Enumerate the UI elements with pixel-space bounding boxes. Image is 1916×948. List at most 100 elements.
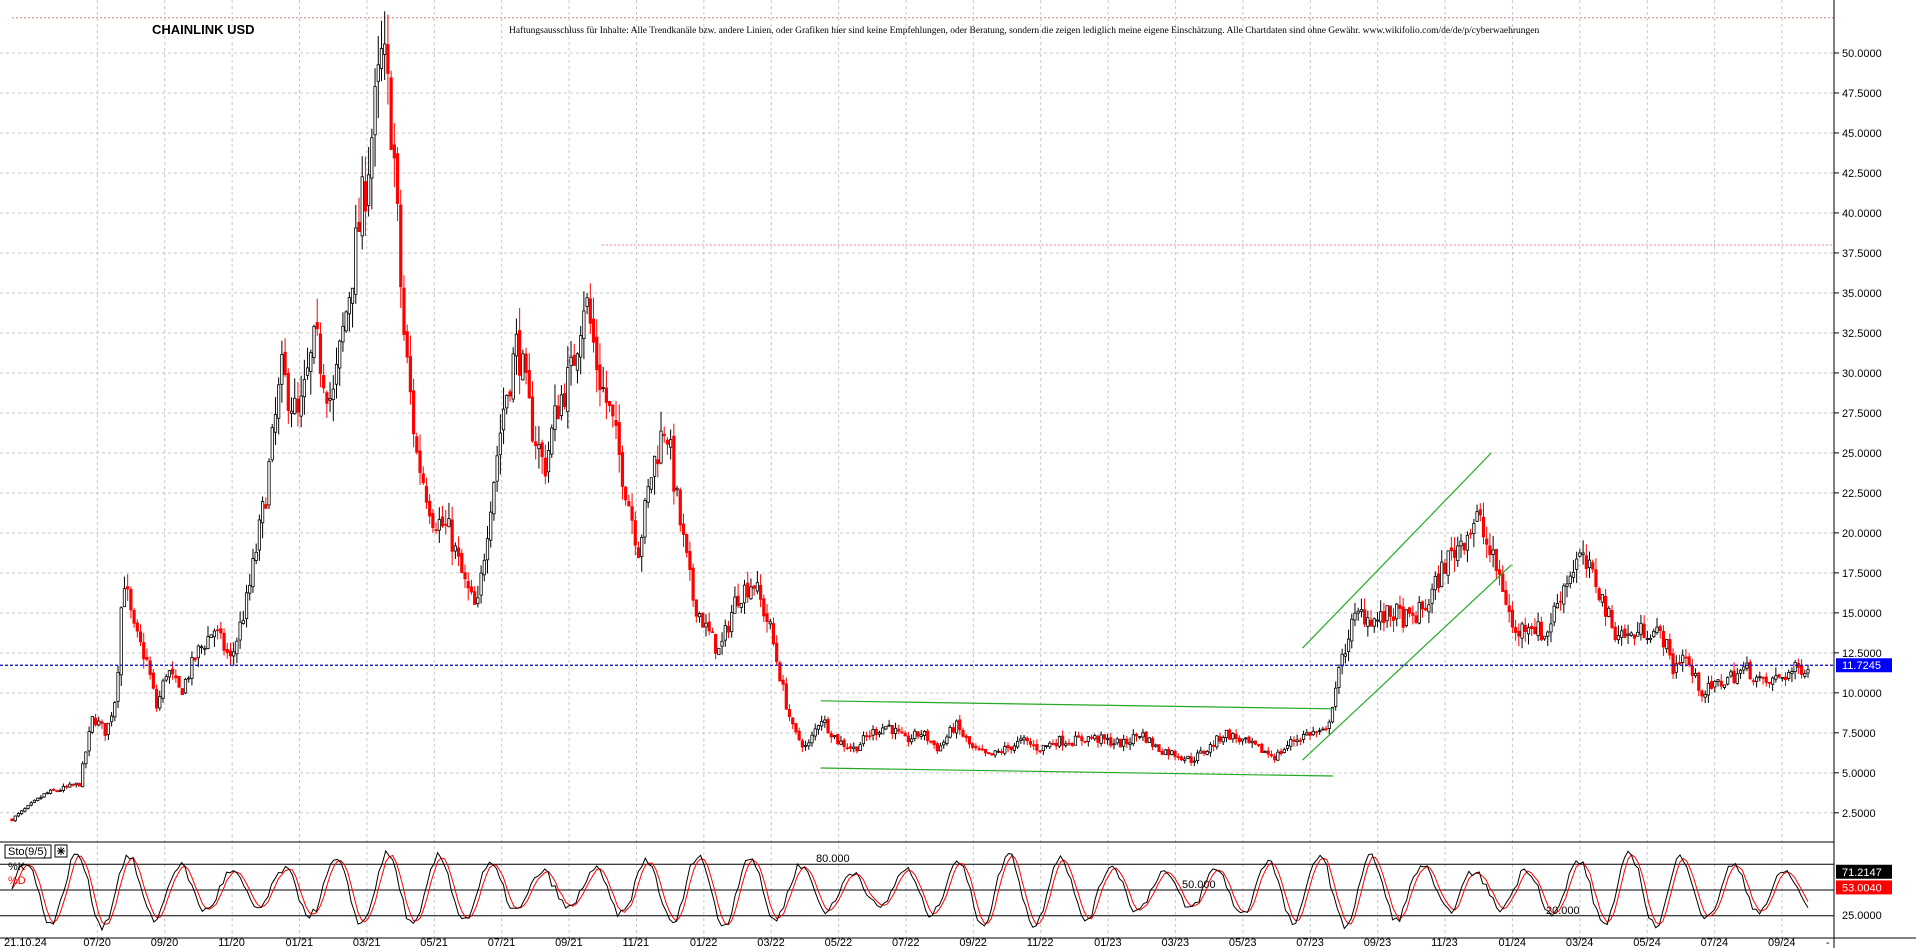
candle-body	[338, 340, 342, 369]
candle-body	[1710, 681, 1714, 689]
rising-channel-upper-line	[1302, 452, 1492, 649]
candle-body	[1391, 616, 1396, 621]
candle-body	[511, 353, 515, 400]
candle-body	[1195, 752, 1200, 762]
candle-body	[636, 547, 641, 558]
sideways-channel-upper-line	[820, 700, 1333, 710]
candle-body	[1424, 607, 1428, 611]
candle-body	[1308, 731, 1312, 736]
x-tick-label: 09/21	[555, 937, 583, 948]
candle-body	[733, 596, 737, 614]
candle-body	[1061, 735, 1065, 746]
candle-body	[1497, 569, 1502, 575]
candle-body	[254, 551, 258, 561]
candle-body	[65, 785, 69, 788]
candle-body	[479, 572, 483, 596]
candle-body	[1250, 740, 1254, 744]
x-tick-label: 09/20	[151, 937, 179, 948]
candle-body	[90, 716, 94, 733]
candle-body	[29, 802, 33, 806]
candle-body	[1048, 742, 1052, 748]
candle-body	[1263, 751, 1267, 753]
candle-body	[1067, 742, 1071, 745]
candle-body	[797, 730, 801, 741]
candle-body	[251, 558, 255, 588]
candle-body	[1510, 609, 1515, 628]
candle-body	[813, 728, 817, 737]
candle-body	[1430, 588, 1434, 604]
candle-body	[1051, 742, 1055, 745]
candle-body	[1452, 549, 1457, 558]
indicator-label-box[interactable]	[4, 844, 52, 859]
candle-body	[604, 387, 608, 403]
candle-body	[97, 720, 101, 726]
candle-body	[444, 523, 448, 526]
candle-body	[1404, 609, 1408, 627]
candle-body	[1311, 730, 1315, 736]
candle-body	[848, 746, 853, 749]
candle-body	[447, 518, 451, 528]
candle-body	[1170, 750, 1174, 755]
candle-body	[710, 631, 715, 634]
candle-body	[1478, 509, 1482, 516]
y-tick-label: 47.5000	[1842, 88, 1882, 100]
candle-body	[16, 813, 21, 817]
candle-body	[1282, 749, 1286, 753]
candle-body	[1141, 732, 1145, 738]
x-tick-label: 11/21	[622, 937, 649, 948]
candle-body	[261, 501, 265, 524]
candle-body	[807, 742, 811, 747]
candle-body	[559, 394, 564, 417]
candle-body	[277, 384, 281, 419]
candle-body	[1735, 673, 1739, 684]
candle-body	[489, 511, 493, 541]
candle-body	[1722, 684, 1727, 688]
candle-body	[395, 153, 400, 204]
candle-body	[1729, 671, 1733, 677]
candle-body	[453, 545, 457, 552]
candle-body	[1693, 673, 1698, 677]
candle-body	[781, 679, 785, 685]
candle-body	[1520, 623, 1524, 639]
candle-body	[1131, 734, 1135, 745]
candle-body	[68, 783, 72, 788]
candle-body	[1016, 740, 1020, 748]
y-tick-label: 27.5000	[1842, 408, 1882, 420]
candle-body	[913, 730, 917, 739]
candle-body	[707, 621, 711, 632]
candle-body	[678, 489, 682, 526]
x-tick-label: 07/21	[488, 937, 516, 948]
candle-body	[518, 330, 522, 376]
candle-body	[771, 623, 776, 645]
candle-body	[1594, 569, 1598, 588]
y-tick-label: 22.5000	[1842, 488, 1882, 500]
candle-body	[1799, 665, 1804, 675]
candle-body	[473, 591, 477, 605]
candle-body	[405, 331, 409, 358]
candle-body	[1237, 737, 1241, 743]
x-tick-label: 09/23	[1364, 937, 1392, 948]
candle-body	[492, 481, 496, 515]
candle-body	[151, 672, 155, 689]
candle-body	[270, 427, 274, 461]
chart-title: CHAINLINK USD	[152, 22, 255, 37]
x-tick-label: 01/21	[286, 937, 314, 948]
candle-body	[171, 668, 175, 675]
candle-body	[216, 629, 220, 632]
candle-body	[129, 589, 133, 611]
candle-body	[1118, 738, 1123, 748]
d-label: %D	[8, 875, 26, 887]
candle-body	[1224, 729, 1229, 739]
candle-body	[1504, 590, 1508, 605]
candle-body	[415, 436, 419, 453]
y-tick-label: 12.5000	[1842, 648, 1882, 660]
candle-body	[974, 745, 978, 749]
candle-body	[1578, 552, 1582, 557]
candle-body	[646, 486, 650, 503]
candle-body	[1301, 734, 1306, 740]
candle-body	[1395, 603, 1399, 620]
y-tick-label: 32.5000	[1842, 328, 1882, 340]
candle-body	[1414, 615, 1418, 623]
scroll-marker-icon[interactable]: -	[1826, 937, 1830, 948]
candle-body	[1173, 750, 1177, 757]
